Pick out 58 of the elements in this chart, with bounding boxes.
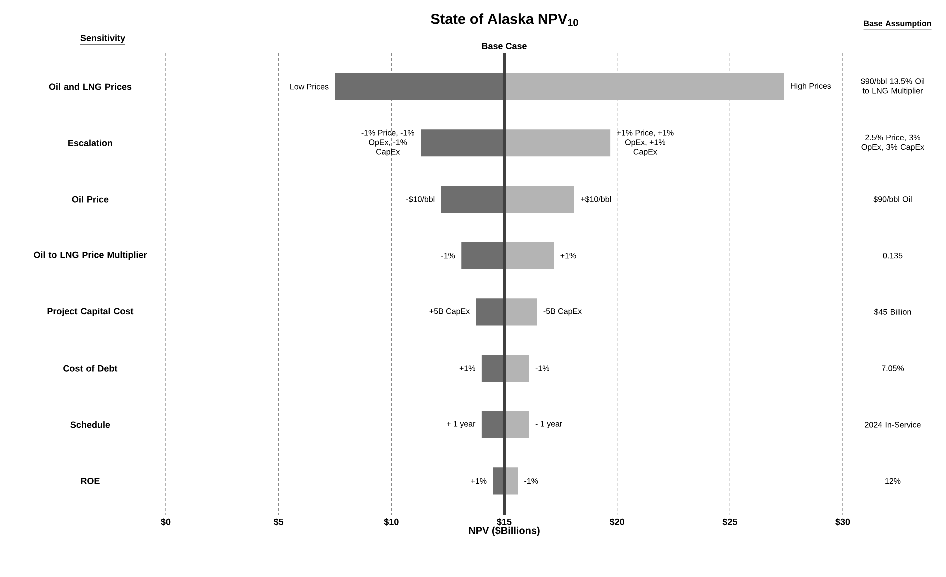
annotation: -1% Price, -1% OpEx, -1% CapEx — [362, 130, 414, 156]
annotation: +$10/bbl — [581, 196, 612, 203]
x-tick-label: $25 — [722, 518, 738, 526]
x-axis-title: NPV ($Billions) — [469, 526, 540, 536]
text: $90/bbl 13.5% Oil to LNG Multiplier — [861, 78, 924, 96]
y-tick-label: Project Capital Cost — [48, 308, 134, 316]
annotation: Low Prices — [290, 84, 329, 90]
annotation: +1% — [471, 478, 487, 484]
y-axis-title: Sensitivity — [80, 34, 126, 44]
bar — [421, 130, 504, 157]
bar — [482, 354, 504, 382]
text: 0.135 — [883, 253, 903, 259]
annotation: -1% — [524, 478, 538, 484]
annotation: + 1 year — [446, 421, 476, 428]
text: 7.05% — [882, 366, 904, 372]
x-tick-label: $20 — [610, 518, 624, 526]
annotation: +5B CapEx — [430, 308, 470, 316]
text: 12% — [886, 478, 901, 484]
bar — [441, 186, 504, 214]
y-tick-label: Oil Price — [72, 196, 109, 203]
annotation: -5B CapEx — [544, 308, 582, 316]
annotation: +1% — [460, 366, 476, 372]
y-tick-label: Oil to LNG Price Multiplier — [34, 252, 148, 260]
x-tick-label: $15 — [497, 518, 512, 526]
annotation: -$10/bbl — [406, 196, 435, 203]
y-tick-label: Oil and LNG Prices — [49, 84, 132, 90]
y-tick-label: Escalation — [68, 140, 112, 146]
bar — [504, 298, 538, 326]
bar — [504, 411, 530, 438]
bar — [504, 186, 574, 214]
annotation: -1% — [442, 253, 456, 259]
bar — [504, 130, 611, 157]
y-tick-label: Schedule — [70, 422, 110, 428]
bar — [462, 242, 504, 270]
annotation: - 1 year — [536, 421, 562, 428]
y-tick-label: Cost of Debt — [64, 365, 118, 372]
text: Base Assumption — [864, 20, 932, 28]
bar — [335, 73, 504, 100]
bar — [482, 411, 504, 438]
chart-title: State of Alaska NPV$_{10}$ — [431, 14, 578, 26]
bar — [476, 298, 504, 326]
text: 2.5% Price, 3% OpEx, 3% CapEx — [862, 134, 924, 152]
annotation: High Prices — [791, 83, 832, 91]
text: $45 Billion — [874, 308, 912, 316]
bar — [504, 354, 530, 382]
text: 2024 In-Service — [865, 422, 921, 428]
text: $90/bbl Oil — [874, 196, 912, 203]
x-tick-label: $10 — [384, 518, 399, 526]
bar — [504, 242, 554, 270]
y-tick-label: ROE — [81, 478, 100, 484]
annotation: +1% — [560, 253, 576, 259]
ref-line-label: Base Case — [482, 43, 527, 50]
annotation: -1% — [536, 366, 550, 372]
x-tick-label: $5 — [274, 518, 284, 526]
annotation: +1% Price, +1% OpEx, +1% CapEx — [617, 130, 674, 156]
x-tick-label: $0 — [161, 518, 171, 526]
x-tick-label: $30 — [836, 518, 850, 526]
bar — [504, 73, 784, 100]
